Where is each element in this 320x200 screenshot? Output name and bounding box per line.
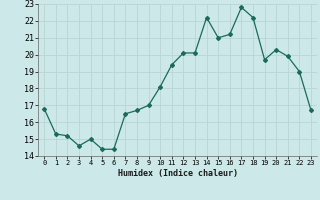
- X-axis label: Humidex (Indice chaleur): Humidex (Indice chaleur): [118, 169, 238, 178]
